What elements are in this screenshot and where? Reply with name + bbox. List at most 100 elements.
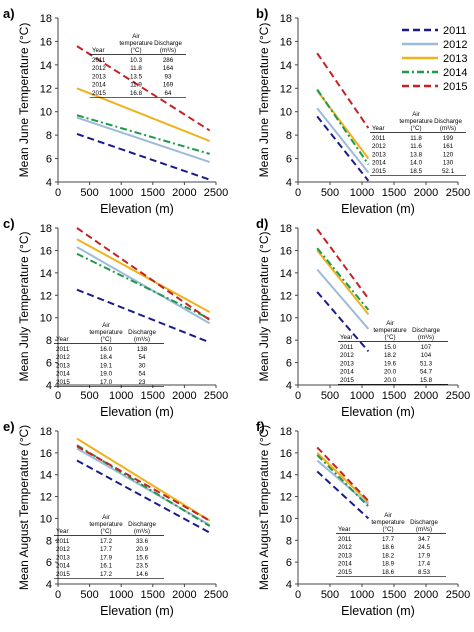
table-header-discharge-unit: (m³/s) (134, 528, 150, 535)
x-tick-label: 2000 (172, 390, 196, 402)
table-cell-year: 2015 (56, 571, 70, 578)
x-tick-label: 2500 (204, 390, 228, 402)
x-tick-label: 2500 (446, 589, 470, 601)
table-header-year: Year (372, 125, 385, 132)
table-header-temperature: temperature (373, 327, 407, 334)
chart-panel-c: 4 6 8 10 12 14 16 18 0 500 1000 1500 2000 2500 Elevati… (3, 216, 228, 419)
table-cell-air: 16.1 (100, 563, 113, 570)
y-tick-label: 12 (280, 83, 292, 95)
chart-panel-d: 4 6 8 10 12 14 16 18 0 500 1000 1500 2000 2500 Elevati… (256, 216, 470, 419)
x-tick-label: 2500 (204, 589, 228, 601)
table-cell-year: 2011 (372, 135, 386, 142)
series-line-2015 (316, 52, 370, 129)
series-line-2015 (316, 446, 370, 502)
table-header-discharge: Discharge (128, 521, 156, 528)
table-cell-year: 2011 (340, 344, 354, 351)
table-cell-discharge: 23.5 (136, 563, 149, 570)
table-cell-discharge: 15.8 (420, 377, 433, 384)
x-tick-label: 2500 (204, 187, 228, 199)
table-cell-year: 2013 (92, 73, 106, 80)
x-tick-label: 0 (55, 589, 61, 601)
legend-label-2012: 2012 (443, 39, 467, 51)
y-tick-label: 12 (40, 492, 52, 504)
x-tick-label: 2000 (414, 589, 438, 601)
series-line-2012 (316, 459, 370, 505)
y-tick-label: 10 (40, 513, 52, 525)
table-cell-discharge: 199 (443, 135, 454, 142)
table-cell-discharge: 15.6 (136, 554, 149, 561)
table-cell-discharge: 54 (139, 354, 146, 361)
table-cell-discharge: 161 (443, 143, 454, 150)
table-cell-year: 2014 (338, 561, 352, 568)
legend: 2011 2012 2013 2014 2015 (402, 25, 467, 93)
y-tick-label: 8 (46, 335, 52, 347)
table-cell-discharge: 164 (163, 65, 174, 72)
y-tick-label: 18 (40, 426, 52, 438)
x-tick-label: 1500 (141, 187, 165, 199)
table-cell-air: 19.0 (100, 371, 113, 378)
x-axis-title: Elevation (m) (341, 405, 415, 419)
table-cell-discharge: 8.53 (418, 569, 431, 576)
y-tick-label: 8 (46, 535, 52, 547)
table-header-unit: (°C) (100, 336, 111, 343)
x-axis-title: Elevation (m) (100, 405, 174, 419)
y-tick-label: 4 (46, 380, 52, 392)
y-axis-title: Mean July Temperature (°C) (257, 232, 271, 382)
table-cell-year: 2012 (56, 546, 70, 553)
table-cell-air: 18.6 (382, 544, 395, 551)
x-tick-label: 1000 (109, 390, 133, 402)
x-tick-label: 2000 (172, 187, 196, 199)
table-cell-year: 2015 (338, 569, 352, 576)
table-cell-air: 17.7 (100, 546, 113, 553)
x-tick-label: 500 (321, 187, 339, 199)
table-cell-air: 18.2 (384, 352, 397, 359)
table-header-discharge: Discharge (154, 40, 182, 47)
series-line-2011 (316, 470, 370, 520)
y-tick-label: 12 (40, 83, 52, 95)
y-tick-label: 6 (46, 358, 52, 370)
table-header-unit: (°C) (382, 526, 393, 533)
table-header-temperature: temperature (89, 521, 123, 528)
table-header-unit: (°C) (410, 125, 421, 132)
table-cell-air: 13.8 (410, 151, 423, 158)
panel-label: c) (3, 216, 15, 231)
y-tick-label: 16 (280, 448, 292, 460)
y-tick-label: 18 (280, 13, 292, 25)
table-cell-air: 18.2 (382, 552, 395, 559)
table-cell-year: 2011 (338, 536, 352, 543)
table-cell-air: 17.2 (100, 571, 113, 578)
x-tick-label: 500 (321, 589, 339, 601)
table-cell-discharge: 17.9 (418, 552, 431, 559)
table-header-year: Year (56, 528, 69, 535)
table-cell-air: 11.8 (410, 135, 422, 142)
series-line-2013 (316, 452, 370, 503)
panel-label: d) (256, 216, 268, 231)
table-cell-air: 19.1 (100, 362, 113, 369)
x-tick-label: 2500 (446, 187, 470, 199)
y-tick-label: 8 (286, 130, 292, 142)
table-header-discharge-unit: (m³/s) (134, 336, 150, 343)
legend-label-2013: 2013 (443, 53, 467, 65)
series-line-2011 (316, 115, 370, 182)
table-cell-discharge: 93 (165, 73, 172, 80)
x-tick-label: 0 (295, 187, 301, 199)
legend-label-2015: 2015 (443, 81, 467, 93)
y-tick-label: 16 (280, 245, 292, 257)
y-tick-label: 14 (40, 268, 52, 280)
table-cell-air: 17.2 (100, 538, 113, 545)
table-cell-year: 2013 (56, 554, 70, 561)
y-tick-label: 14 (280, 60, 292, 72)
series-line-2014 (76, 252, 211, 320)
table-cell-air: 18.6 (382, 569, 395, 576)
table-cell-discharge: 138 (137, 346, 148, 353)
y-tick-label: 14 (280, 470, 292, 482)
table-cell-discharge: 107 (421, 344, 432, 351)
table-cell-air: 18.5 (410, 168, 423, 175)
x-axis-title: Elevation (m) (341, 202, 415, 216)
table-header-air: Air (384, 512, 392, 519)
table-header-air: Air (386, 320, 394, 327)
series-line-2013 (76, 238, 211, 313)
x-axis-title: Elevation (m) (100, 202, 174, 216)
